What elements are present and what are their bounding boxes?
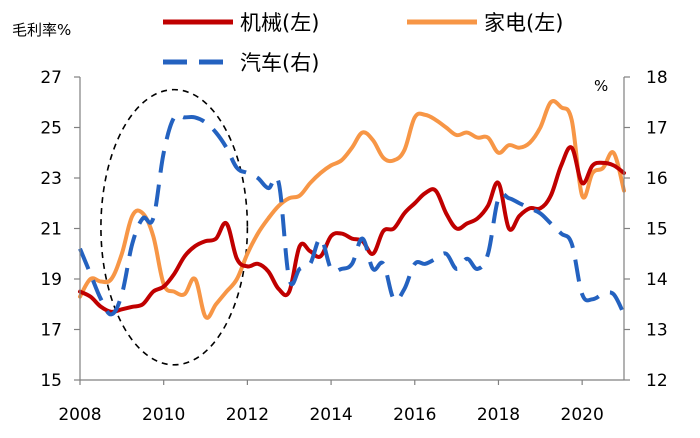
left-tick-label: 15: [40, 371, 62, 391]
x-tick-label: 2016: [393, 405, 436, 425]
left-tick-label: 19: [40, 270, 62, 290]
left-tick-label: 21: [40, 220, 62, 240]
right-tick-label: 14: [646, 270, 668, 290]
left-tick-label: 27: [40, 68, 62, 88]
highlight-ellipse: [100, 88, 249, 366]
series-line-appliances: [78, 99, 626, 320]
right-axis-title: %: [594, 77, 608, 95]
left-axis-title: 毛利率%: [12, 21, 71, 39]
left-tick-label: 25: [40, 119, 62, 139]
legend-label: 汽车(右): [240, 51, 319, 75]
x-tick-label: 2012: [226, 405, 269, 425]
right-tick-label: 13: [646, 321, 668, 341]
legend-item-machinery: 机械(左): [163, 11, 319, 35]
x-tick-label: 2018: [477, 405, 520, 425]
x-tick-label: 2008: [58, 405, 101, 425]
right-tick-label: 12: [646, 371, 668, 391]
legend-item-auto: 汽车(右): [163, 51, 319, 75]
x-axis-ticks: 2008 2010 2012 2014 2016 2018 2020: [58, 380, 604, 425]
annotation-layer: [100, 88, 249, 366]
legend: 机械(左) 家电(左) 汽车(右): [163, 11, 563, 75]
right-axis-ticks: 12 13 14 15 16 17 18: [624, 68, 668, 391]
left-tick-label: 17: [40, 321, 62, 341]
legend-item-appliances: 家电(左): [407, 11, 563, 35]
series-line-auto: [78, 112, 626, 317]
series-line-machinery: [78, 145, 626, 314]
left-tick-label: 23: [40, 169, 62, 189]
legend-label: 家电(左): [484, 11, 563, 35]
right-tick-label: 15: [646, 220, 668, 240]
x-tick-label: 2010: [142, 405, 185, 425]
series-layer: [78, 99, 626, 320]
right-tick-label: 18: [646, 68, 668, 88]
x-tick-label: 2014: [309, 405, 352, 425]
right-tick-label: 16: [646, 169, 668, 189]
left-axis-ticks: 15 17 19 21 23 25 27: [40, 68, 80, 391]
x-tick-label: 2020: [561, 405, 604, 425]
legend-label: 机械(左): [240, 11, 319, 35]
right-tick-label: 17: [646, 119, 668, 139]
